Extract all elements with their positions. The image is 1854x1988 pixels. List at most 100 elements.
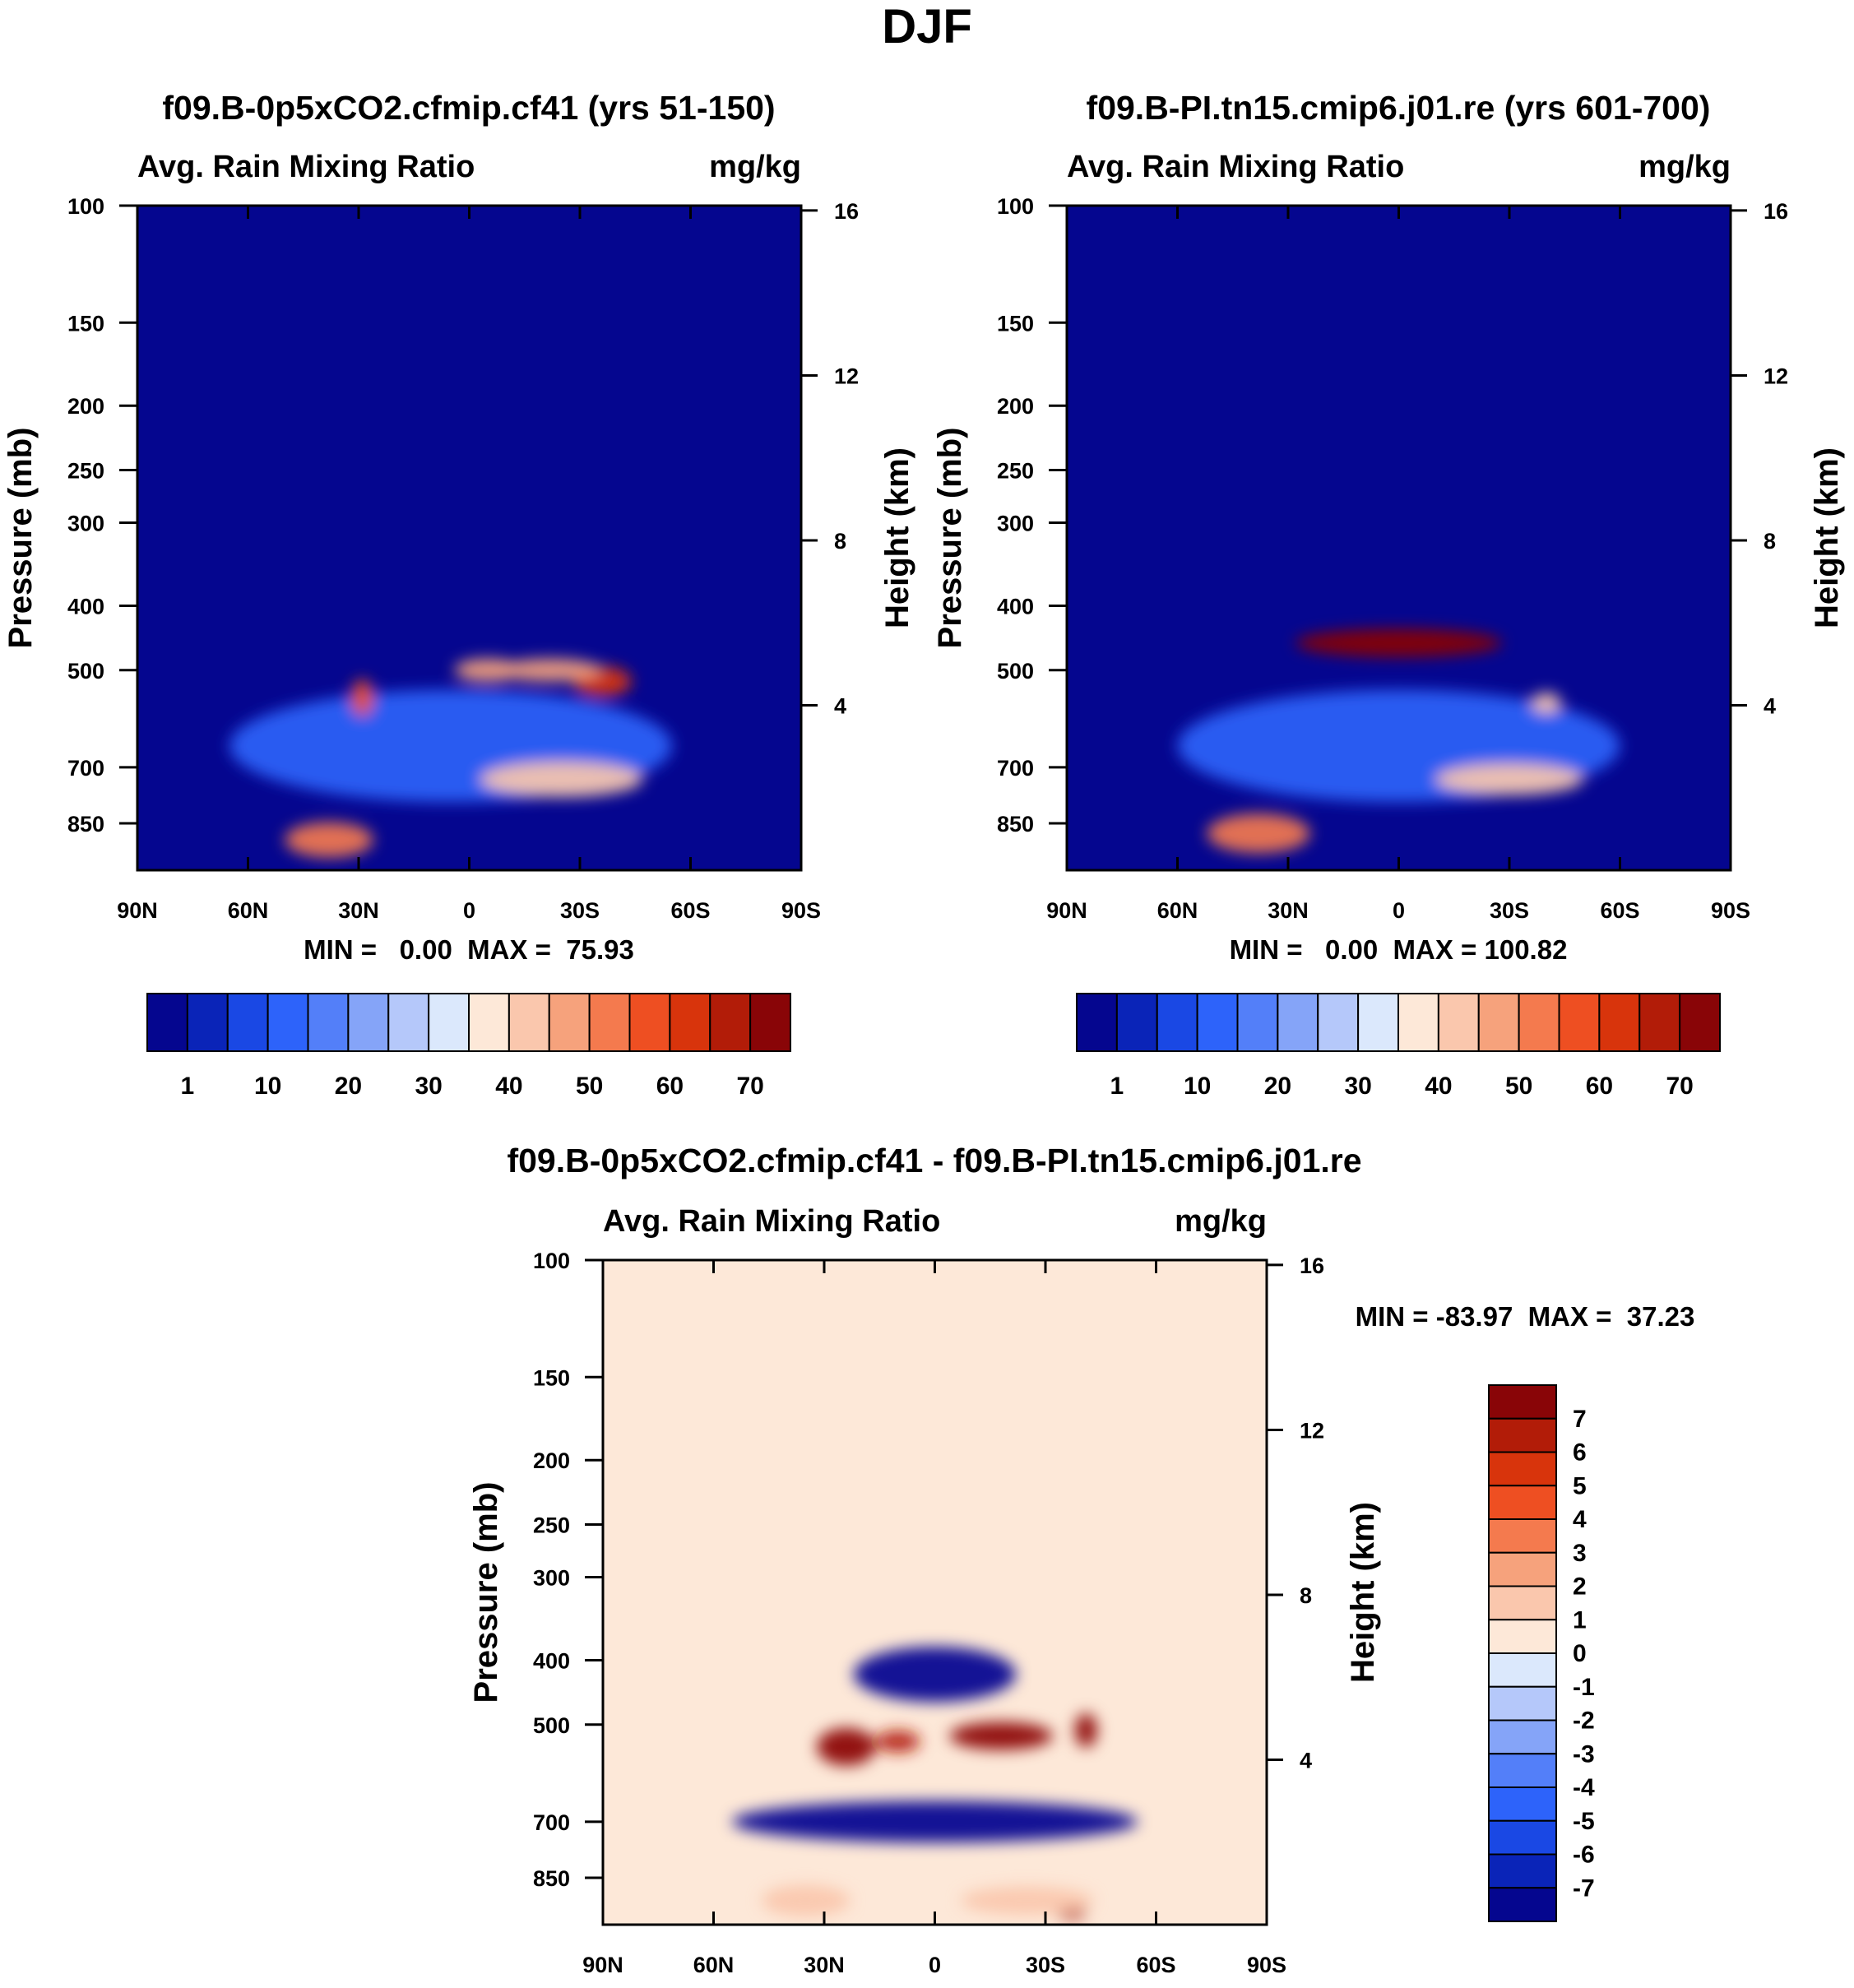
panel-b-colorbar-swatch [1317, 993, 1360, 1052]
panel-b-feature [1531, 692, 1561, 714]
panel-c-colorbar-swatch [1488, 1451, 1557, 1487]
panel-c-y-tick-label: 850 [533, 1866, 570, 1891]
panel-c-y2-tick-label: 4 [1300, 1748, 1312, 1773]
panel-c-colorbar-label: 4 [1573, 1506, 1587, 1533]
panel-a-y2label: Height (km) [879, 447, 915, 628]
panel-c-y-tick-label: 200 [533, 1448, 570, 1473]
panel-c-colorbar: 7 6 5 4 3 2 1 0 -1 -2 -3 -4 -5 -6 -7 [1488, 1384, 1595, 1922]
panel-a-feature [498, 658, 602, 682]
panel-b-variable: Avg. Rain Mixing Ratio [1067, 150, 1404, 184]
panel-a-colorbar-label: 30 [415, 1073, 442, 1100]
panel-b-colorbar-swatch [1115, 993, 1158, 1052]
panel-b-colorbar-swatch [1437, 993, 1480, 1052]
panel-c-y-tick-label: 700 [533, 1810, 570, 1835]
panel-a-x-tick-label: 30S [560, 898, 600, 923]
panel-c-colorbar-swatch [1488, 1819, 1557, 1856]
panel-b-colorbar-swatch [1558, 993, 1601, 1052]
panel-b-x-tick-label: 0 [1393, 898, 1405, 923]
panel-b-stats: MIN = 0.00 MAX = 100.82 [1230, 934, 1568, 965]
panel-a-y-tick-label: 700 [67, 756, 104, 781]
panel-a-colorbar-label: 20 [335, 1073, 362, 1100]
panel-a-colorbar-label: 50 [576, 1073, 603, 1100]
panel-b-y-tick-label: 250 [997, 459, 1034, 484]
panel-b-y2-tick-label: 8 [1764, 529, 1776, 554]
panel-c-x-tick-label: 90S [1247, 1953, 1286, 1977]
panel-c-colorbar-swatch [1488, 1786, 1557, 1822]
panel-a-colorbar-swatch [387, 993, 430, 1052]
panel-b-colorbar-swatch [1156, 993, 1198, 1052]
panel-c-feature [1074, 1713, 1097, 1748]
panel-c-colorbar-swatch [1488, 1518, 1557, 1554]
panel-c-colorbar-swatch [1488, 1652, 1557, 1688]
panel-b-y-tick-label: 300 [997, 512, 1034, 536]
panel-b-colorbar-swatch [1397, 993, 1439, 1052]
panel-b-x-tick-label: 30N [1268, 898, 1309, 923]
panel-a-contours [229, 658, 673, 858]
panel-a-ylabel: Pressure (mb) [2, 428, 39, 649]
panel-a-feature [285, 822, 373, 858]
panel-b-title: f09.B-PI.tn15.cmip6.j01.re (yrs 601-700) [1087, 89, 1711, 127]
panel-c-feature [960, 1886, 1094, 1915]
panel-c-colorbar-swatch [1488, 1685, 1557, 1722]
panel-b-colorbar-swatch [1357, 993, 1399, 1052]
panel-c-units: mg/kg [1175, 1204, 1267, 1239]
panel-b-colorbar-label: 60 [1586, 1073, 1613, 1100]
panel-c-variable: Avg. Rain Mixing Ratio [603, 1204, 940, 1239]
panel-a-x-tick-label: 60S [670, 898, 710, 923]
panel-a-colorbar-label: 10 [254, 1073, 281, 1100]
panel-b-x-tick-label: 90S [1711, 898, 1750, 923]
panel-c-axes: 90N 60N 30N 0 30S 60S 90S 100 150 200 250 300 400 500… [533, 1249, 1324, 1977]
panel-c-y2-tick-label: 12 [1300, 1418, 1324, 1443]
panel-c-colorbar-swatch [1488, 1887, 1557, 1922]
panel-c-colorbar-label: 2 [1573, 1573, 1587, 1601]
panel-b-y2-tick-label: 16 [1764, 199, 1788, 224]
panel-c-y-tick-label: 150 [533, 1365, 570, 1390]
panel-a-colorbar-swatch [428, 993, 470, 1052]
panel-c-feature [817, 1727, 876, 1766]
panel-c-y2-tick-label: 8 [1300, 1583, 1312, 1608]
panel-a-colorbar-swatch [628, 993, 671, 1052]
panel-b-colorbar-label: 20 [1264, 1073, 1291, 1100]
panel-c-colorbar-swatch [1488, 1551, 1557, 1587]
panel-a-y-tick-label: 300 [67, 512, 104, 536]
panel-a-y-tick-label: 500 [67, 659, 104, 684]
panel-a-y-tick-label: 250 [67, 459, 104, 484]
panel-a-colorbar-swatch [226, 993, 269, 1052]
panel-c-feature [853, 1647, 1017, 1703]
panel-a-x-tick-label: 90S [781, 898, 821, 923]
panel-b-colorbar-swatch [1638, 993, 1681, 1052]
panel-a-colorbar-swatch [267, 993, 309, 1052]
panel-b-y-tick-label: 100 [997, 194, 1034, 219]
panel-c-x-tick-label: 90N [582, 1953, 623, 1977]
panel-a-variable: Avg. Rain Mixing Ratio [137, 150, 475, 184]
panel-c-y-tick-label: 100 [533, 1249, 570, 1273]
panel-b-colorbar-swatch [1236, 993, 1279, 1052]
panel-a: f09.B-0p5xCO2.cfmip.cf41 (yrs 51-150) Av… [2, 89, 915, 1100]
panel-c-contours [731, 1647, 1138, 1920]
panel-c-colorbar-label: -6 [1573, 1842, 1595, 1869]
panel-c-colorbar-swatch [1488, 1417, 1557, 1453]
panel-a-y-tick-label: 150 [67, 311, 104, 336]
panel-c-x-tick-label: 60S [1136, 1953, 1175, 1977]
panel-b-y2-tick-label: 4 [1764, 693, 1776, 718]
panel-c-feature [731, 1800, 1138, 1842]
panel-c-colorbar-label: -3 [1573, 1740, 1595, 1768]
panel-b-y-tick-label: 850 [997, 812, 1034, 836]
panel-b-colorbar-label: 10 [1184, 1073, 1211, 1100]
panel-b-y-tick-label: 700 [997, 756, 1034, 781]
panel-c-colorbar-swatch [1488, 1719, 1557, 1755]
panel-a-x-tick-label: 30N [338, 898, 379, 923]
panel-a-feature [351, 679, 373, 716]
panel-c-colorbar-label: 1 [1573, 1606, 1587, 1633]
panel-a-colorbar-label: 40 [495, 1073, 522, 1100]
panel-b-colorbar-label: 1 [1110, 1073, 1124, 1100]
panel-b-x-tick-label: 60N [1157, 898, 1198, 923]
panel-a-colorbar-swatch [709, 993, 752, 1052]
panel-c-colorbar-label: 5 [1573, 1472, 1587, 1499]
panel-a-colorbar-swatch [548, 993, 591, 1052]
panel-c-feature [949, 1722, 1053, 1750]
panel-b-y2-tick-label: 12 [1764, 364, 1788, 388]
panel-a-x-tick-label: 0 [463, 898, 475, 923]
figure-title: DJF [882, 0, 972, 53]
